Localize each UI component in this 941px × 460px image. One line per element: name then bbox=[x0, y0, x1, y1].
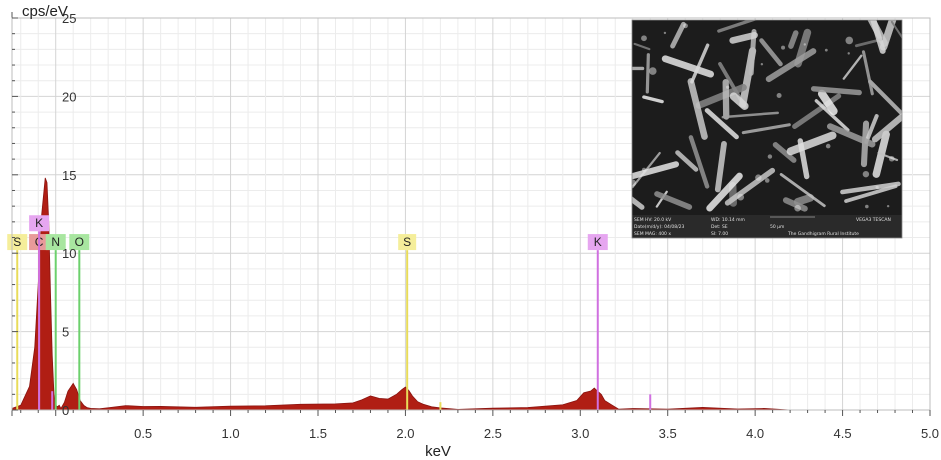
element-box-o-4 bbox=[69, 234, 90, 251]
sem-info-cell: SEM HV: 20.0 kV bbox=[634, 217, 672, 223]
x-tick-label: 2.0 bbox=[396, 426, 414, 441]
y-tick-label: 0 bbox=[62, 403, 69, 418]
element-box-k-6 bbox=[587, 234, 608, 251]
x-tick-label: 0.5 bbox=[134, 426, 152, 441]
element-label-k-2: K bbox=[35, 216, 43, 230]
y-tick-labels: 0 5 10 15 20 25 bbox=[62, 11, 76, 418]
element-label-k-6: K bbox=[594, 235, 602, 249]
sem-info-bar bbox=[632, 215, 902, 238]
sem-info-cell: 50 µm bbox=[770, 224, 784, 230]
x-tick-label: 1.5 bbox=[309, 426, 327, 441]
element-label-o-4: O bbox=[75, 235, 84, 249]
sem-micrograph bbox=[632, 20, 902, 212]
sem-info-text: SEM HV: 20.0 kV WD: 10.14 mm VEGA3 TESCAN D… bbox=[634, 216, 891, 237]
x-tick-labels: 0.5 1.0 1.5 2.0 2.5 3.0 3.5 4.0 4.5 5.0 bbox=[134, 426, 939, 441]
sem-info-cell: Det: SE bbox=[711, 224, 728, 230]
plot-border bbox=[11, 17, 931, 411]
sem-micrograph-inset: SEM HV: 20.0 kV WD: 10.14 mm VEGA3 TESCAN D… bbox=[631, 19, 903, 239]
x-tick-label: 2.5 bbox=[484, 426, 502, 441]
x-tick-label: 1.0 bbox=[222, 426, 240, 441]
spectrum-layer bbox=[11, 177, 930, 411]
y-tick-label: 15 bbox=[62, 168, 76, 183]
element-box-k-2 bbox=[29, 215, 50, 232]
x-tick-label: 3.5 bbox=[659, 426, 677, 441]
y-tick-label: 25 bbox=[62, 11, 76, 26]
element-label-s-5: S bbox=[403, 235, 411, 249]
x-tick-label: 5.0 bbox=[921, 426, 939, 441]
spectrum-area bbox=[11, 177, 930, 411]
sem-info-cell: Date(m/d/y): 04/08/23 bbox=[634, 224, 684, 230]
element-box-s-5 bbox=[398, 234, 417, 251]
x-axis-title: keV bbox=[425, 443, 451, 460]
sem-info-cell: SEM MAG: 400 x bbox=[634, 231, 671, 237]
element-label-n-3: N bbox=[51, 235, 60, 249]
x-tick-label: 4.5 bbox=[834, 426, 852, 441]
axes bbox=[11, 12, 931, 416]
x-tick-label: 4.0 bbox=[746, 426, 764, 441]
y-tick-label: 5 bbox=[62, 325, 69, 340]
sem-info-cell: The Gandhigram Rural Institute bbox=[787, 231, 859, 237]
sem-info-cell: SI: 7.00 bbox=[711, 231, 728, 237]
y-tick-label: 10 bbox=[62, 246, 76, 261]
y-tick-label: 20 bbox=[62, 89, 76, 104]
y-axis-title: cps/eV bbox=[22, 3, 68, 20]
element-label-s-0: S bbox=[13, 235, 21, 249]
x-tick-label: 3.0 bbox=[571, 426, 589, 441]
element-box-n-3 bbox=[45, 234, 66, 251]
sem-info-cell: VEGA3 TESCAN bbox=[856, 217, 891, 223]
sem-info-cell: WD: 10.14 mm bbox=[711, 217, 745, 223]
